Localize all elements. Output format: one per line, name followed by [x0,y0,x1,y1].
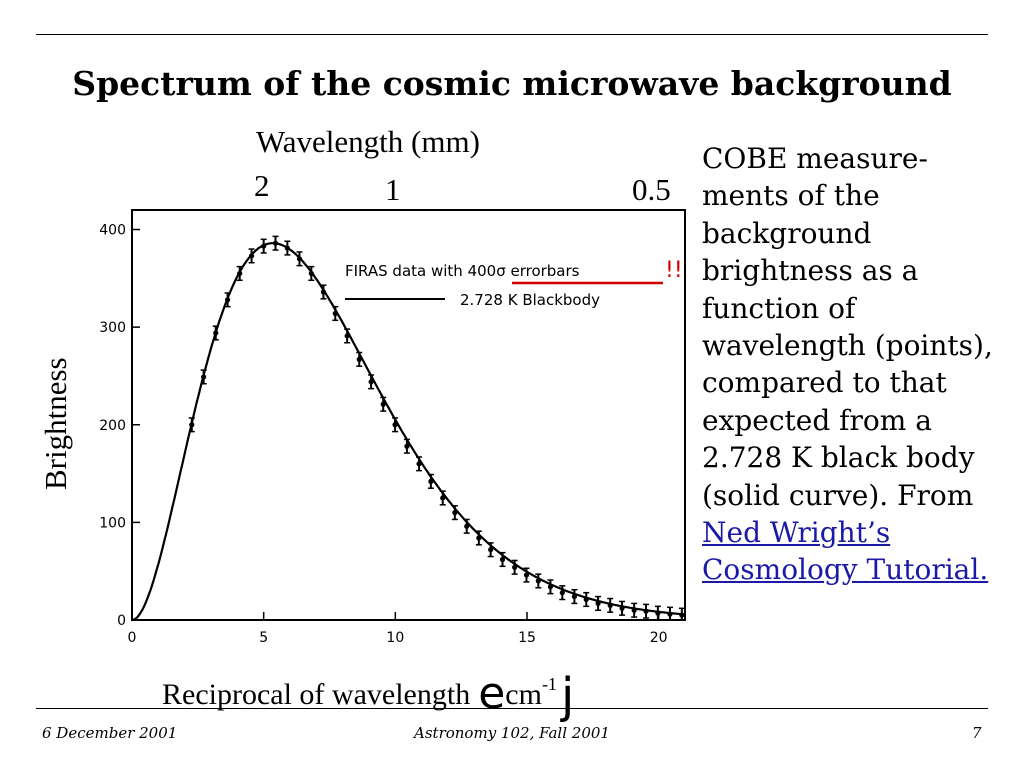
legend-annotation: !! [665,258,683,283]
data-point [463,518,470,534]
data-point [403,438,410,454]
top-axis-tick-2mm: 2 [254,168,270,203]
y-axis-ticks: 0 100 200 300 400 [99,223,140,629]
cmb-spectrum-chart: 0 100 200 300 400 0 5 10 15 20 FIRAS data with 4… [99,209,686,646]
data-point [619,600,626,616]
data-point [475,530,482,546]
legend-blackbody-label: 2.728 K Blackbody [460,291,600,309]
data-point [188,417,195,433]
data-point [248,248,255,264]
x-axis-unit-open: e [478,668,506,719]
data-point [631,602,638,618]
y-tick-label-400: 400 [99,223,126,239]
top-rule [36,34,988,35]
footer-page-number: 7 [972,724,982,742]
data-point [571,588,578,605]
data-point [392,417,399,433]
data-point [666,606,673,621]
plot-frame [131,209,686,621]
data-point [356,351,363,367]
x-axis-unit: cm [505,678,542,711]
x-axis-unit-close: j [560,668,575,724]
x-axis-label-text: Reciprocal of wavelength [162,678,471,711]
slide-title: Spectrum of the cosmic microwave backgro… [72,64,952,103]
top-axis-label: Wavelength (mm) [256,124,480,159]
data-point [272,235,279,251]
data-point [439,490,446,506]
bottom-rule [36,708,988,709]
x-tick-label-10: 10 [386,630,404,646]
x-axis-label: Reciprocal of wavelength ecm-1j [162,660,574,724]
x-tick-label-20: 20 [650,630,668,646]
data-point [416,456,423,472]
top-axis-tick-0.5mm: 0.5 [632,172,671,207]
data-point [284,240,291,256]
data-point [487,542,494,558]
y-tick-label-100: 100 [99,515,126,531]
data-point [559,585,566,601]
data-point [583,591,590,608]
data-point [320,284,327,300]
data-point [547,579,554,595]
x-tick-label-5: 5 [259,630,268,646]
data-point [236,265,243,282]
y-axis-label: Brightness [38,357,73,490]
legend-firas-label: FIRAS data with 400σ errorbars [345,262,580,280]
firas-data-points [188,235,685,621]
x-tick-label-15: 15 [518,630,536,646]
data-point [643,603,650,619]
data-point [212,325,219,341]
data-point [595,595,602,611]
data-point [511,559,518,575]
description-panel: COBE measure­ments of the background bri… [702,140,1002,589]
description-text: COBE measure­ments of the background bri… [702,142,993,512]
data-point [607,597,614,613]
data-point [224,292,231,308]
x-axis-unit-exponent: -1 [541,674,557,694]
y-tick-label-200: 200 [99,418,126,434]
data-point [308,265,315,282]
data-point [200,369,207,385]
data-point [368,374,375,390]
y-tick-label-300: 300 [99,320,126,336]
legend: FIRAS data with 400σ errorbars !! 2.728 … [345,258,683,309]
x-tick-label-0: 0 [128,630,137,646]
data-point [523,567,530,583]
y-tick-label-0: 0 [117,613,126,629]
data-point [260,238,267,254]
data-point [427,473,434,489]
footer-date: 6 December 2001 [42,724,178,742]
data-point [535,573,542,589]
top-axis-tick-1mm: 1 [385,172,401,207]
data-point [499,551,506,568]
data-point [678,607,685,621]
x-axis-ticks: 0 5 10 15 20 [128,612,668,646]
data-point [451,505,458,521]
footer-course: Astronomy 102, Fall 2001 [414,724,610,742]
data-point [332,305,339,322]
ned-wright-tutorial-link[interactable]: Ned Wright’s Cosmology Tutorial. [702,516,989,587]
data-point [380,396,387,412]
data-point [344,328,351,344]
data-point [654,605,661,621]
data-point [296,251,303,267]
